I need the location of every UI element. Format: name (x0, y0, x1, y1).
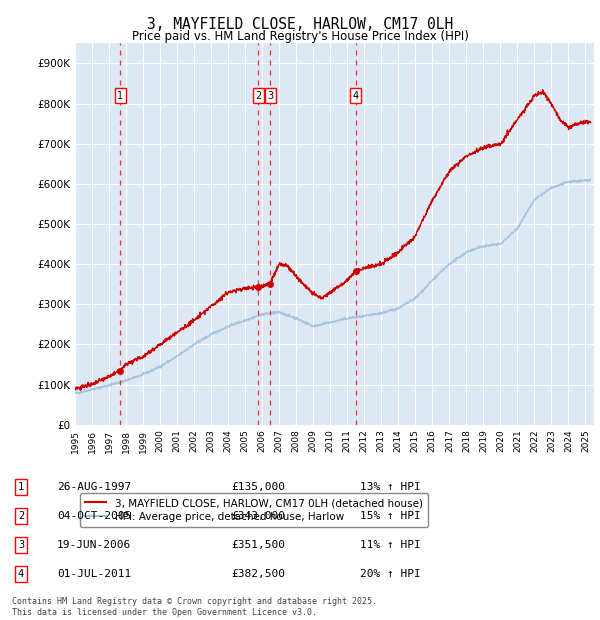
Text: 4: 4 (18, 569, 24, 579)
Text: 11% ↑ HPI: 11% ↑ HPI (360, 540, 421, 550)
Text: £351,500: £351,500 (231, 540, 285, 550)
Text: 1: 1 (18, 482, 24, 492)
Text: 3: 3 (18, 540, 24, 550)
Text: Price paid vs. HM Land Registry's House Price Index (HPI): Price paid vs. HM Land Registry's House … (131, 30, 469, 43)
Text: 2: 2 (18, 511, 24, 521)
Text: £382,500: £382,500 (231, 569, 285, 579)
Text: £135,000: £135,000 (231, 482, 285, 492)
Text: 04-OCT-2005: 04-OCT-2005 (57, 511, 131, 521)
Text: 1: 1 (117, 91, 123, 100)
Text: 3, MAYFIELD CLOSE, HARLOW, CM17 0LH: 3, MAYFIELD CLOSE, HARLOW, CM17 0LH (147, 17, 453, 32)
Legend: 3, MAYFIELD CLOSE, HARLOW, CM17 0LH (detached house), HPI: Average price, detach: 3, MAYFIELD CLOSE, HARLOW, CM17 0LH (det… (80, 493, 428, 528)
Text: £343,000: £343,000 (231, 511, 285, 521)
Text: 19-JUN-2006: 19-JUN-2006 (57, 540, 131, 550)
Text: 4: 4 (353, 91, 359, 100)
Text: 20% ↑ HPI: 20% ↑ HPI (360, 569, 421, 579)
Text: 2: 2 (255, 91, 261, 100)
Text: 13% ↑ HPI: 13% ↑ HPI (360, 482, 421, 492)
Text: 26-AUG-1997: 26-AUG-1997 (57, 482, 131, 492)
Text: Contains HM Land Registry data © Crown copyright and database right 2025.
This d: Contains HM Land Registry data © Crown c… (12, 598, 377, 617)
Text: 3: 3 (267, 91, 273, 100)
Text: 15% ↑ HPI: 15% ↑ HPI (360, 511, 421, 521)
Text: 01-JUL-2011: 01-JUL-2011 (57, 569, 131, 579)
